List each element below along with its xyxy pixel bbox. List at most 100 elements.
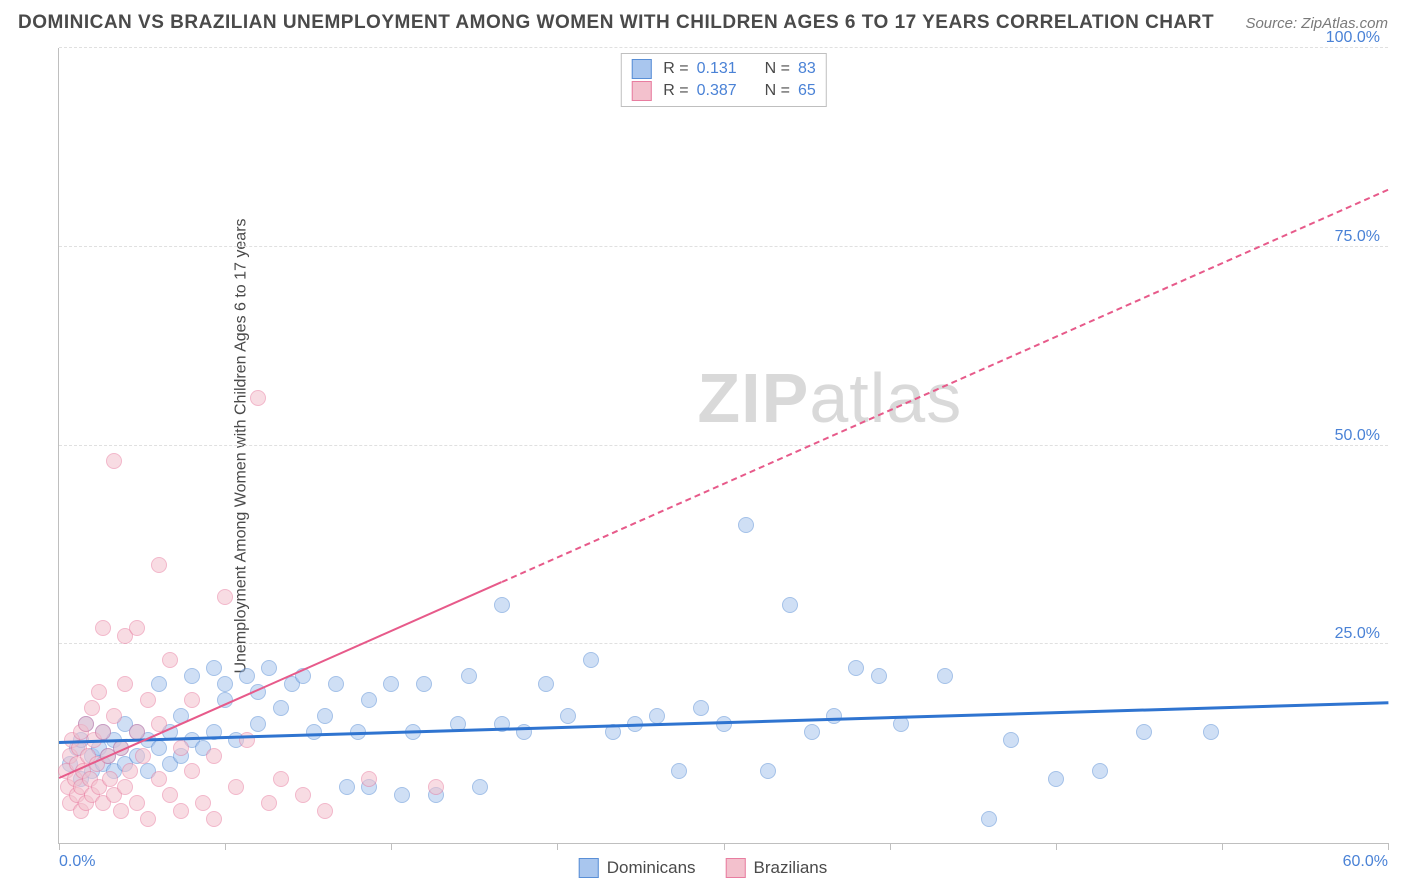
data-point-dominicans (1048, 771, 1064, 787)
y-tick-label: 50.0% (1335, 427, 1380, 445)
data-point-brazilians (117, 779, 133, 795)
gridline (59, 445, 1388, 446)
data-point-dominicans (250, 716, 266, 732)
data-point-brazilians (106, 453, 122, 469)
watermark-atlas: atlas (809, 359, 962, 437)
x-tick (225, 843, 226, 850)
data-point-dominicans (1092, 763, 1108, 779)
x-tick (1222, 843, 1223, 850)
data-point-dominicans (848, 660, 864, 676)
data-point-dominicans (339, 779, 355, 795)
data-point-brazilians (129, 620, 145, 636)
n-value-dominicans: 83 (798, 60, 816, 78)
data-point-dominicans (306, 724, 322, 740)
chart-title: DOMINICAN VS BRAZILIAN UNEMPLOYMENT AMON… (18, 12, 1214, 34)
data-point-dominicans (782, 597, 798, 613)
data-point-brazilians (173, 803, 189, 819)
data-point-brazilians (151, 771, 167, 787)
data-point-brazilians (317, 803, 333, 819)
x-tick (557, 843, 558, 850)
data-point-dominicans (328, 676, 344, 692)
data-point-brazilians (295, 787, 311, 803)
series-legend: Dominicans Brazilians (579, 858, 828, 878)
data-point-brazilians (206, 811, 222, 827)
data-point-brazilians (106, 708, 122, 724)
data-point-brazilians (117, 676, 133, 692)
legend-swatch-dominicans (579, 858, 599, 878)
data-point-brazilians (162, 652, 178, 668)
data-point-brazilians (361, 771, 377, 787)
trendline-brazilians (502, 189, 1389, 583)
data-point-brazilians (184, 692, 200, 708)
x-tick (1388, 843, 1389, 850)
data-point-dominicans (472, 779, 488, 795)
x-tick (890, 843, 891, 850)
data-point-brazilians (129, 795, 145, 811)
data-point-dominicans (583, 652, 599, 668)
legend-item-brazilians: Brazilians (726, 858, 828, 878)
data-point-dominicans (239, 668, 255, 684)
data-point-brazilians (84, 700, 100, 716)
data-point-dominicans (804, 724, 820, 740)
data-point-dominicans (560, 708, 576, 724)
data-point-dominicans (461, 668, 477, 684)
data-point-dominicans (760, 763, 776, 779)
data-point-dominicans (383, 676, 399, 692)
data-point-dominicans (206, 660, 222, 676)
legend-label-dominicans: Dominicans (607, 858, 696, 878)
data-point-brazilians (122, 763, 138, 779)
data-point-brazilians (151, 557, 167, 573)
r-label: R = (663, 82, 688, 100)
r-value-brazilians: 0.387 (697, 82, 747, 100)
data-point-dominicans (937, 668, 953, 684)
data-point-brazilians (135, 748, 151, 764)
data-point-dominicans (261, 660, 277, 676)
data-point-brazilians (206, 748, 222, 764)
data-point-dominicans (1003, 732, 1019, 748)
data-point-brazilians (95, 724, 111, 740)
data-point-brazilians (113, 803, 129, 819)
x-tick (724, 843, 725, 850)
data-point-dominicans (1136, 724, 1152, 740)
legend-swatch-brazilians (726, 858, 746, 878)
data-point-brazilians (140, 811, 156, 827)
data-point-brazilians (162, 787, 178, 803)
scatter-chart: ZIPatlas R = 0.131 N = 83 R = 0.387 N = … (58, 48, 1388, 844)
data-point-dominicans (1203, 724, 1219, 740)
legend-label-brazilians: Brazilians (754, 858, 828, 878)
data-point-dominicans (538, 676, 554, 692)
data-point-dominicans (317, 708, 333, 724)
data-point-brazilians (228, 779, 244, 795)
data-point-brazilians (217, 589, 233, 605)
data-point-dominicans (394, 787, 410, 803)
data-point-dominicans (671, 763, 687, 779)
data-point-dominicans (151, 676, 167, 692)
legend-row-brazilians: R = 0.387 N = 65 (631, 80, 815, 102)
y-tick-label: 25.0% (1335, 625, 1380, 643)
n-value-brazilians: 65 (798, 82, 816, 100)
data-point-brazilians (428, 779, 444, 795)
y-tick-label: 75.0% (1335, 228, 1380, 246)
n-label: N = (765, 82, 790, 100)
y-tick-label: 100.0% (1326, 29, 1380, 47)
data-point-brazilians (250, 390, 266, 406)
x-tick (1056, 843, 1057, 850)
data-point-brazilians (173, 740, 189, 756)
data-point-dominicans (738, 517, 754, 533)
legend-row-dominicans: R = 0.131 N = 83 (631, 58, 815, 80)
data-point-brazilians (78, 716, 94, 732)
data-point-brazilians (129, 724, 145, 740)
x-tick (391, 843, 392, 850)
r-label: R = (663, 60, 688, 78)
gridline (59, 643, 1388, 644)
data-point-dominicans (184, 668, 200, 684)
data-point-dominicans (361, 692, 377, 708)
gridline (59, 47, 1388, 48)
correlation-legend: R = 0.131 N = 83 R = 0.387 N = 65 (620, 53, 826, 107)
watermark: ZIPatlas (697, 358, 962, 438)
n-label: N = (765, 60, 790, 78)
data-point-dominicans (151, 740, 167, 756)
data-point-dominicans (693, 700, 709, 716)
data-point-brazilians (91, 684, 107, 700)
data-point-brazilians (195, 795, 211, 811)
